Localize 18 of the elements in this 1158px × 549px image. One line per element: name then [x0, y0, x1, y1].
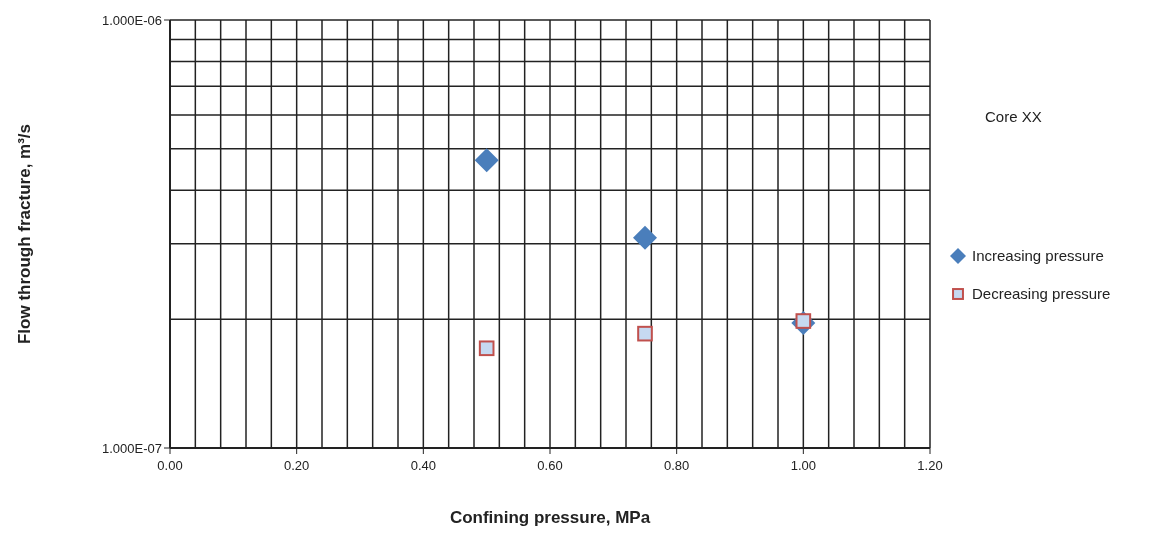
point: [474, 148, 499, 173]
y-axis-title: Flow through fracture, m³/s: [15, 123, 35, 345]
y-tick-label: 1.000E-07: [102, 441, 162, 456]
legend-label: Increasing pressure: [972, 247, 1104, 264]
x-tick-label: 0.60: [537, 458, 563, 473]
x-tick-label: 0.00: [157, 458, 183, 473]
x-tick-label: 0.80: [664, 458, 690, 473]
legend-label: Decreasing pressure: [972, 285, 1111, 302]
y-tick-label: 1.000E-06: [102, 13, 162, 28]
x-tick-label: 0.20: [284, 458, 310, 473]
x-tick-label: 0.40: [410, 458, 436, 473]
point: [633, 225, 657, 250]
text: Core XX: [985, 108, 1042, 125]
x-axis-title: Confining pressure, MPa: [449, 508, 651, 527]
point: [478, 340, 495, 357]
point: [637, 325, 653, 342]
x-tick-label: 1.20: [917, 458, 943, 473]
x-tick-label: 1.00: [790, 458, 816, 473]
